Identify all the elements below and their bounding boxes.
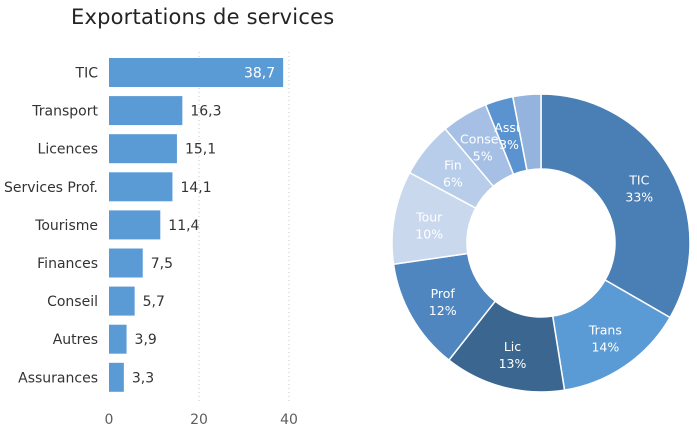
slice-label: Lic	[504, 339, 521, 354]
category-label: Finances	[37, 256, 98, 272]
data-label: 3,9	[135, 332, 157, 348]
slice-percent: 6%	[443, 174, 463, 189]
donut-slice[interactable]	[540, 93, 691, 319]
bar-chart-title: Exportations de services	[71, 5, 335, 29]
category-label: Autres	[53, 332, 98, 348]
bar[interactable]	[109, 58, 284, 87]
bar[interactable]	[109, 210, 161, 240]
category-label: TIC	[75, 66, 99, 82]
bar[interactable]	[109, 286, 135, 316]
slice-label: TIC	[628, 172, 649, 187]
slice-label: Prof	[431, 286, 456, 301]
data-label: 38,7	[244, 66, 275, 82]
bar[interactable]	[109, 96, 183, 126]
slice-label: Tour	[415, 209, 443, 224]
data-label: 16,3	[190, 104, 221, 120]
slice-percent: 14%	[591, 339, 619, 354]
data-label: 3,3	[132, 370, 154, 386]
category-label: Assurances	[18, 370, 98, 386]
slice-label: Trans	[588, 322, 622, 337]
slice-percent: 5%	[473, 149, 493, 164]
data-label: 14,1	[180, 180, 211, 196]
slice-label: Conseil	[460, 132, 505, 147]
slice-percent: 10%	[415, 226, 443, 241]
category-label: Tourisme	[34, 218, 98, 234]
slice-percent: 13%	[499, 356, 527, 371]
category-label: Conseil	[47, 294, 98, 310]
data-label: 11,4	[168, 218, 199, 234]
slice-label: Assu	[494, 120, 524, 135]
bar[interactable]	[109, 134, 177, 164]
slice-percent: 33%	[625, 189, 653, 204]
x-tick-label: 20	[190, 412, 208, 428]
bar[interactable]	[109, 324, 127, 354]
category-label: Licences	[38, 142, 98, 158]
data-label: 7,5	[151, 256, 173, 272]
donut-slice[interactable]	[511, 93, 542, 172]
slice-percent: 12%	[429, 303, 457, 318]
bar-chart: 0 20 40 TIC 38,7 Transport 16,3 Licences 15,1 Ser…	[4, 52, 298, 428]
bar[interactable]	[109, 362, 124, 392]
data-label: 15,1	[185, 142, 216, 158]
category-label: Services Prof.	[4, 180, 98, 196]
slice-percent: 3%	[499, 137, 519, 152]
bar[interactable]	[109, 172, 173, 202]
data-label: 5,7	[143, 294, 165, 310]
category-label: Transport	[31, 104, 98, 120]
x-tick-label: 0	[105, 412, 114, 428]
bar[interactable]	[109, 248, 143, 278]
slice-label: Fin	[444, 157, 462, 172]
x-tick-label: 40	[280, 412, 298, 428]
